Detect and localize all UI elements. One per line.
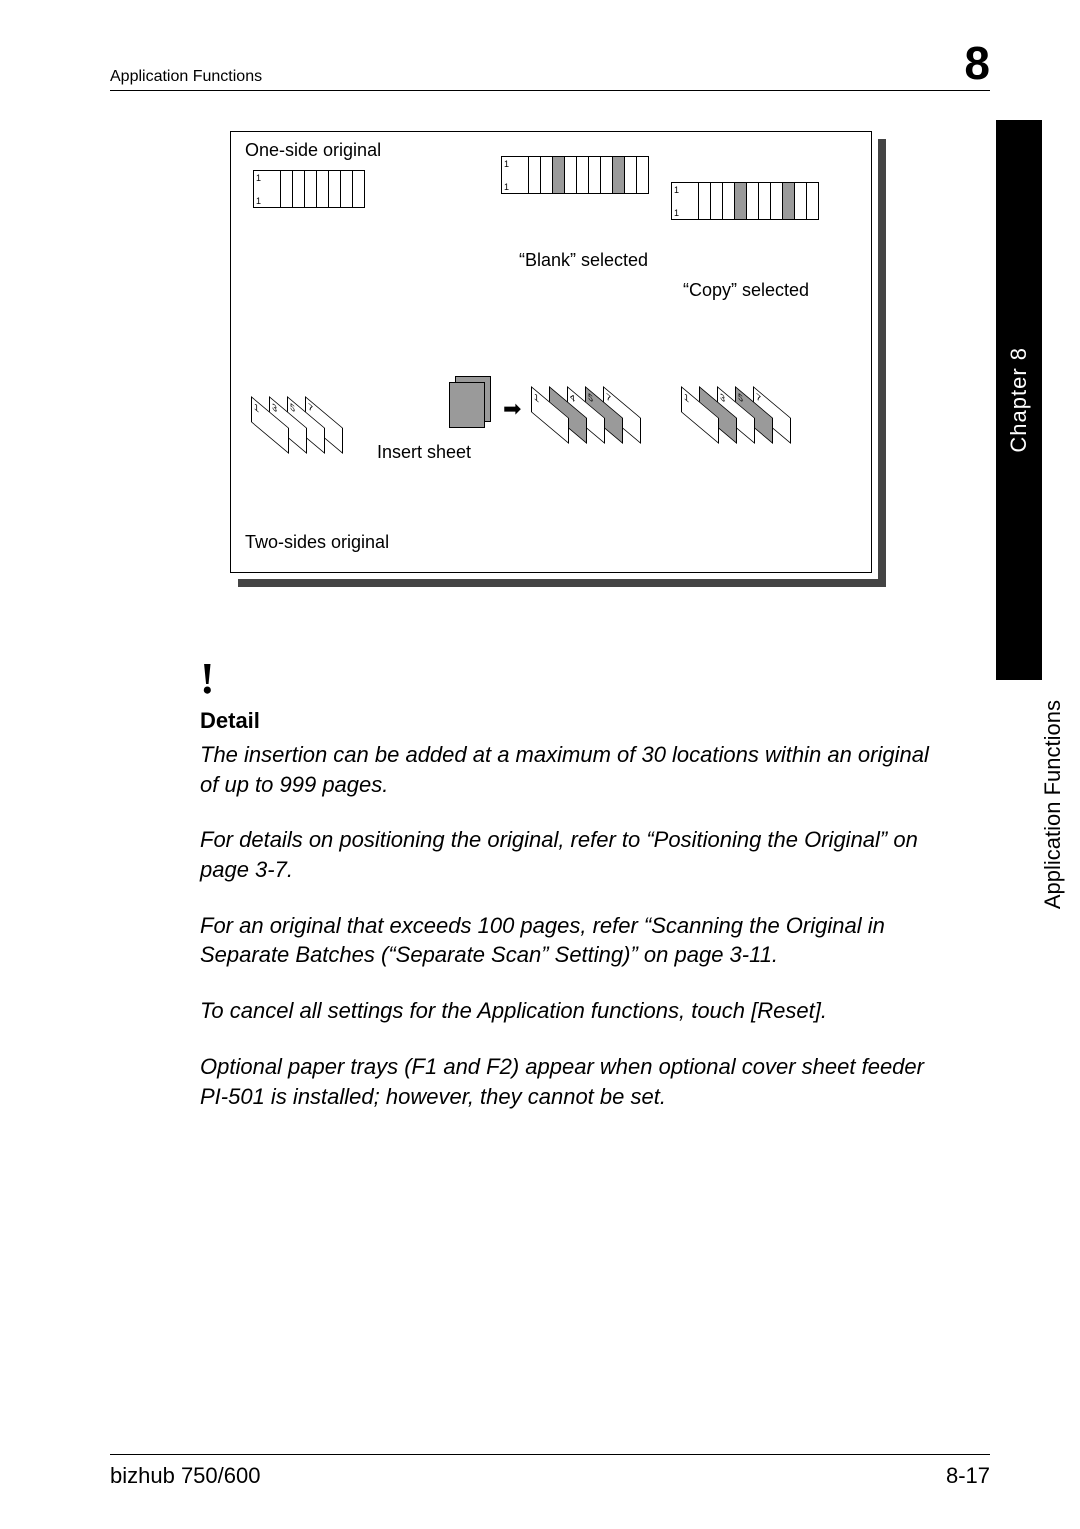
detail-paragraph: For an original that exceeds 100 pages, … (200, 911, 940, 970)
chapter-number: 8 (964, 40, 990, 86)
footer-page-number: 8-17 (946, 1463, 990, 1489)
arrow-right-icon: ➡ (503, 396, 521, 422)
detail-heading: Detail (200, 708, 940, 734)
chapter-side-tab: Chapter 8 (996, 120, 1042, 680)
label-copy-selected: “Copy” selected (683, 280, 809, 301)
header-title: Application Functions (110, 68, 262, 86)
caution-icon: ! (200, 653, 940, 704)
label-one-side-original: One-side original (245, 140, 381, 161)
detail-paragraph: For details on positioning the original,… (200, 825, 940, 884)
side-section-label: Application Functions (1040, 700, 1066, 909)
insert-sheet-diagram: One-side original 8 7 6 5 4 3 2 11 8 7 6… (230, 131, 870, 573)
detail-section: ! Detail The insertion can be added at a… (200, 653, 940, 1111)
label-blank-selected: “Blank” selected (519, 250, 648, 271)
detail-paragraph: To cancel all settings for the Applicati… (200, 996, 940, 1026)
detail-paragraph: The insertion can be added at a maximum … (200, 740, 940, 799)
footer-model: bizhub 750/600 (110, 1463, 260, 1489)
label-insert-sheet: Insert sheet (377, 442, 477, 463)
chapter-side-tab-label: Chapter 8 (1006, 347, 1032, 453)
label-two-sides-original: Two-sides original (245, 532, 389, 553)
page-header: Application Functions 8 (110, 40, 990, 91)
page-footer: bizhub 750/600 8-17 (110, 1454, 990, 1489)
detail-paragraph: Optional paper trays (F1 and F2) appear … (200, 1052, 940, 1111)
